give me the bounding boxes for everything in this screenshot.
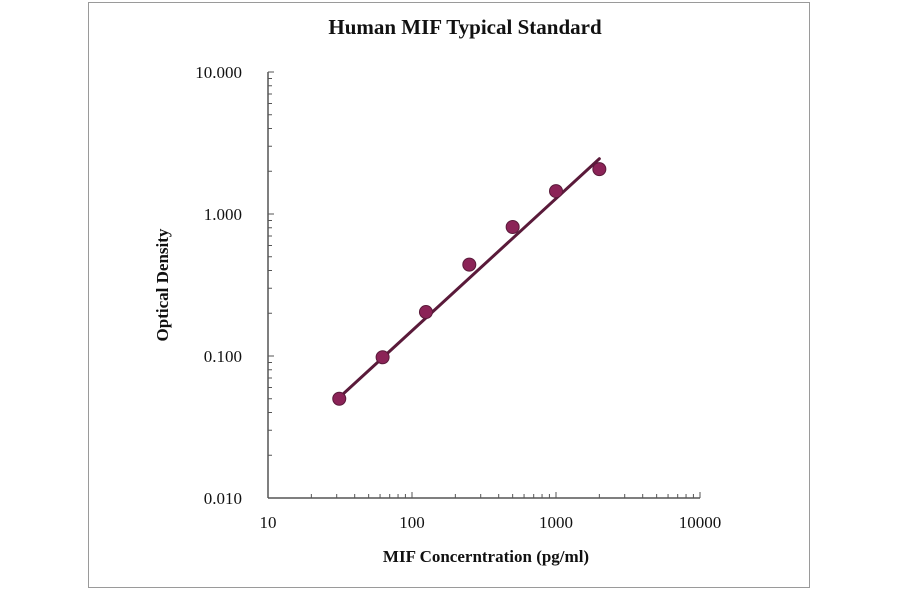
x-tick-label: 100 — [399, 513, 425, 532]
data-point — [505, 219, 520, 234]
chart-frame — [88, 2, 810, 588]
y-axis-title: Optical Density — [153, 228, 172, 341]
x-tick-label: 10000 — [679, 513, 722, 532]
data-point — [462, 257, 477, 272]
x-axis-title: MIF Concerntration (pg/ml) — [383, 547, 589, 566]
data-point — [375, 350, 390, 365]
data-point — [332, 391, 347, 406]
y-tick-label: 10.000 — [195, 63, 242, 82]
y-tick-label: 0.100 — [204, 347, 242, 366]
data-point — [592, 162, 607, 177]
chart-title: Human MIF Typical Standard — [328, 15, 602, 39]
x-tick-label: 1000 — [539, 513, 573, 532]
data-point — [549, 184, 563, 199]
data-point — [418, 305, 433, 320]
y-tick-label: 0.010 — [204, 489, 242, 508]
x-tick-label: 10 — [260, 513, 277, 532]
y-tick-label: 1.000 — [204, 205, 242, 224]
